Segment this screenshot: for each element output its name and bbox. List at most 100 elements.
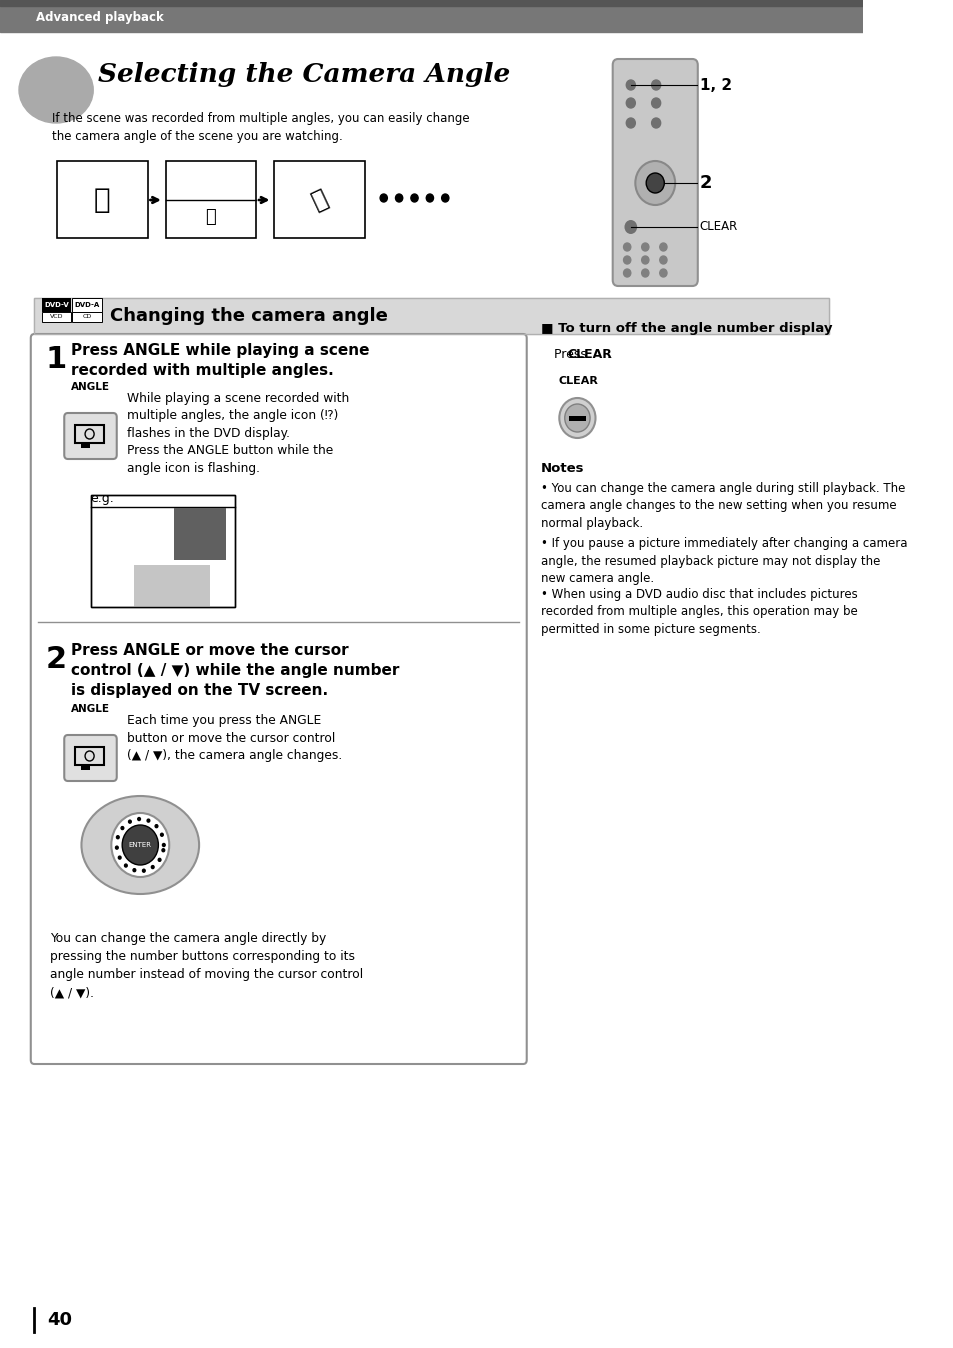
Text: 🚗: 🚗 — [307, 186, 331, 214]
Bar — [72, 298, 102, 311]
Text: ANGLE: ANGLE — [71, 381, 110, 392]
Circle shape — [651, 80, 660, 90]
Text: Press: Press — [554, 348, 590, 361]
Bar — [91, 495, 235, 607]
Circle shape — [641, 243, 648, 251]
Circle shape — [152, 865, 154, 868]
Text: • If you pause a picture immediately after changing a camera
angle, the resumed : • If you pause a picture immediately aft… — [540, 537, 906, 585]
Text: CLEAR: CLEAR — [567, 348, 612, 361]
Text: 2: 2 — [699, 174, 711, 191]
Circle shape — [659, 256, 666, 264]
Bar — [0, 0, 862, 32]
Bar — [91, 495, 235, 607]
Bar — [133, 565, 210, 607]
FancyBboxPatch shape — [30, 334, 526, 1064]
Text: Advanced playback: Advanced playback — [36, 12, 164, 24]
Text: Selecting the Camera Angle: Selecting the Camera Angle — [97, 62, 510, 88]
Text: ENTER: ENTER — [129, 842, 152, 848]
Circle shape — [624, 220, 637, 235]
Circle shape — [645, 173, 663, 193]
Circle shape — [623, 256, 630, 264]
Text: Each time you press the ANGLE
button or move the cursor control
(▲ / ▼), the cam: Each time you press the ANGLE button or … — [127, 714, 341, 762]
Circle shape — [641, 270, 648, 276]
Bar — [274, 160, 364, 239]
Ellipse shape — [81, 797, 199, 894]
Text: Press ANGLE while playing a scene
recorded with multiple angles.: Press ANGLE while playing a scene record… — [71, 342, 369, 377]
Text: You can change the camera angle directly by
pressing the number buttons correspo: You can change the camera angle directly… — [50, 931, 362, 999]
Circle shape — [118, 856, 121, 859]
Circle shape — [659, 243, 666, 251]
Circle shape — [147, 820, 150, 822]
Text: 🚗: 🚗 — [205, 208, 216, 226]
Text: Notes: Notes — [540, 462, 584, 474]
Circle shape — [625, 98, 635, 108]
Circle shape — [112, 813, 169, 878]
Bar — [42, 311, 71, 322]
Circle shape — [115, 847, 118, 849]
Bar — [80, 443, 90, 448]
Bar — [0, 0, 862, 5]
Bar — [57, 160, 148, 239]
Text: CLEAR: CLEAR — [558, 376, 598, 386]
Text: 1, 2: 1, 2 — [699, 77, 731, 93]
Text: ■ To turn off the angle number display: ■ To turn off the angle number display — [540, 322, 832, 336]
Text: CLEAR: CLEAR — [699, 221, 737, 233]
Text: .: . — [606, 348, 610, 361]
Circle shape — [121, 826, 124, 829]
Text: 40: 40 — [47, 1312, 72, 1329]
Text: CD: CD — [83, 314, 91, 319]
Circle shape — [162, 849, 165, 852]
Text: DVD-V: DVD-V — [44, 302, 69, 307]
Bar — [34, 298, 828, 334]
Text: 1: 1 — [45, 345, 67, 373]
Text: While playing a scene recorded with
multiple angles, the angle icon (⁉)
flashes : While playing a scene recorded with mult… — [127, 392, 349, 474]
Text: If the scene was recorded from multiple angles, you can easily change
the camera: If the scene was recorded from multiple … — [51, 112, 469, 143]
Text: 2: 2 — [45, 644, 67, 674]
Bar — [42, 298, 71, 311]
Bar — [173, 508, 226, 559]
Circle shape — [137, 817, 140, 821]
Text: 🚗: 🚗 — [93, 186, 111, 214]
Circle shape — [659, 270, 666, 276]
Circle shape — [122, 825, 158, 865]
Text: e.g.: e.g. — [91, 492, 114, 506]
Bar — [72, 311, 102, 322]
Circle shape — [641, 256, 648, 264]
Circle shape — [651, 119, 660, 128]
Circle shape — [129, 820, 132, 824]
Circle shape — [558, 398, 595, 438]
Circle shape — [564, 404, 590, 431]
Ellipse shape — [19, 57, 93, 123]
Bar — [75, 747, 104, 766]
Circle shape — [411, 194, 417, 202]
Circle shape — [651, 98, 660, 108]
FancyBboxPatch shape — [64, 412, 116, 460]
Circle shape — [142, 869, 145, 872]
FancyBboxPatch shape — [612, 59, 697, 286]
Bar — [34, 298, 828, 334]
Circle shape — [162, 844, 165, 847]
Bar — [75, 425, 104, 443]
Circle shape — [625, 80, 635, 90]
Text: Press ANGLE or move the cursor
control (▲ / ▼) while the angle number
is display: Press ANGLE or move the cursor control (… — [71, 643, 398, 698]
Bar — [166, 160, 255, 239]
Circle shape — [623, 243, 630, 251]
Circle shape — [160, 833, 163, 836]
Text: Changing the camera angle: Changing the camera angle — [111, 307, 388, 325]
Text: • You can change the camera angle during still playback. The
camera angle change: • You can change the camera angle during… — [540, 483, 904, 530]
Circle shape — [625, 119, 635, 128]
Circle shape — [116, 836, 119, 838]
Circle shape — [635, 160, 675, 205]
Circle shape — [379, 194, 387, 202]
Text: ANGLE: ANGLE — [71, 704, 110, 714]
Bar — [80, 766, 90, 770]
Circle shape — [426, 194, 433, 202]
Circle shape — [132, 868, 135, 872]
Text: VCD: VCD — [50, 314, 63, 319]
Circle shape — [155, 825, 157, 828]
Text: • When using a DVD audio disc that includes pictures
recorded from multiple angl: • When using a DVD audio disc that inclu… — [540, 588, 857, 636]
Text: DVD-A: DVD-A — [74, 302, 100, 307]
Circle shape — [441, 194, 449, 202]
FancyBboxPatch shape — [64, 735, 116, 780]
Circle shape — [395, 194, 402, 202]
